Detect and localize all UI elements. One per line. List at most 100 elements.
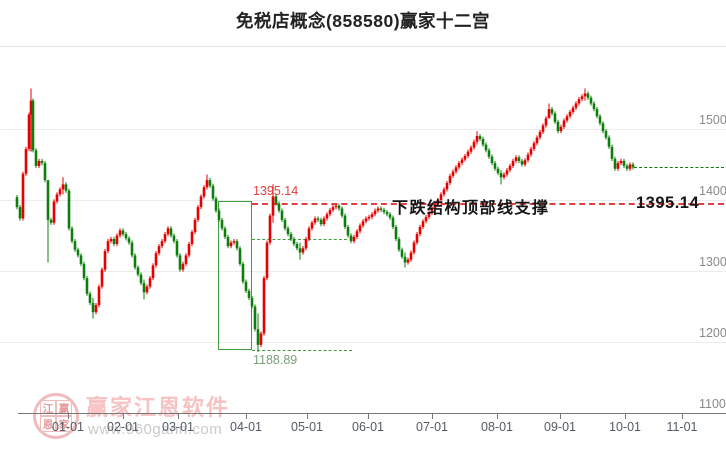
candle-body xyxy=(43,163,47,181)
candle-body xyxy=(613,158,617,169)
x-axis-tick xyxy=(178,413,179,419)
candle-body xyxy=(64,184,68,191)
candle-body xyxy=(337,205,341,209)
candle-body xyxy=(97,286,101,306)
candle-body xyxy=(622,160,626,166)
watermark-url: www.960gann.com xyxy=(88,421,223,438)
candle-body xyxy=(73,241,77,250)
candle-body xyxy=(280,210,284,220)
x-axis-line xyxy=(18,413,726,414)
candle-body xyxy=(460,159,464,164)
candle-body xyxy=(352,236,356,242)
candle-body xyxy=(409,252,413,260)
candle-body xyxy=(514,157,518,161)
candle-body xyxy=(259,333,263,345)
candle-body xyxy=(487,150,491,157)
candle-body xyxy=(553,113,557,122)
candle-body xyxy=(343,215,347,227)
candle-body xyxy=(463,155,467,160)
candle-body xyxy=(445,182,449,190)
candle-body xyxy=(604,131,608,138)
candle-body xyxy=(160,241,164,247)
candle-body xyxy=(70,228,74,242)
candle-body xyxy=(595,109,599,117)
candle-body xyxy=(574,103,578,108)
candle-body xyxy=(112,239,116,245)
candle-body xyxy=(547,109,551,119)
candle-body xyxy=(184,255,188,264)
candle-body xyxy=(15,197,19,208)
candle-body xyxy=(130,242,134,256)
candle-body xyxy=(394,226,398,240)
x-axis-label: 07-01 xyxy=(416,420,448,434)
candle-body xyxy=(340,208,344,216)
candle-body xyxy=(29,100,33,115)
candle-body xyxy=(478,136,482,139)
candle-body xyxy=(145,286,149,293)
candle-body xyxy=(373,210,377,215)
candle-body xyxy=(190,231,194,245)
candle-body xyxy=(472,141,476,148)
candle-body xyxy=(148,278,152,287)
candle-body xyxy=(577,99,581,104)
candle-body xyxy=(76,249,80,256)
y-axis-label: 1400 xyxy=(699,184,726,198)
candle-body xyxy=(406,259,410,263)
candle-body xyxy=(523,160,527,165)
bottom-dashed-line xyxy=(252,349,352,351)
candle-body xyxy=(412,242,416,253)
candle-body xyxy=(85,278,89,294)
x-axis-label: 06-01 xyxy=(352,420,384,434)
candle-body xyxy=(391,217,395,227)
candle-body xyxy=(616,163,620,169)
candle-body xyxy=(349,235,353,242)
gridline xyxy=(0,342,726,343)
candle-body xyxy=(124,234,128,239)
candle-body xyxy=(121,230,125,235)
candle-body xyxy=(139,274,143,284)
seal-char: 江 xyxy=(40,400,56,416)
candle-body xyxy=(169,228,173,236)
x-axis-label: 08-01 xyxy=(481,420,513,434)
candle-body xyxy=(103,251,107,270)
candle-body xyxy=(529,148,533,155)
candle-body xyxy=(580,96,584,100)
last-price-dashed-line xyxy=(634,167,724,169)
candle-body xyxy=(199,196,203,208)
candle-body xyxy=(157,246,161,254)
candle-body xyxy=(304,239,308,249)
y-axis-label: 1300 xyxy=(699,255,726,269)
candle-body xyxy=(400,249,404,257)
gridline xyxy=(0,200,726,201)
candle-body xyxy=(493,163,497,169)
candle-body xyxy=(172,235,176,242)
gann-box xyxy=(218,200,252,350)
plot-top-border xyxy=(0,46,726,47)
chart-title: 免税店概念(858580)赢家十二宫 xyxy=(235,11,491,31)
candle-body xyxy=(484,144,488,151)
candle-body xyxy=(346,226,350,236)
candle-body xyxy=(379,208,383,210)
candle-body xyxy=(466,151,470,156)
x-axis-label: 05-01 xyxy=(291,420,323,434)
candle-body xyxy=(451,171,455,176)
candle-body xyxy=(91,302,95,313)
y-axis-label: 1200 xyxy=(699,326,726,340)
candle-body xyxy=(208,180,212,186)
watermark-seal-logo: 江赢恩家 xyxy=(33,393,79,439)
candle-body xyxy=(292,239,296,245)
peak-price-label: 1395.14 xyxy=(253,184,299,199)
candle-body xyxy=(196,207,200,220)
candle-body xyxy=(205,180,209,188)
candle-body xyxy=(286,228,290,235)
candle-body xyxy=(469,147,473,152)
candle-body xyxy=(598,116,602,124)
candle-body xyxy=(511,160,515,166)
candle-body xyxy=(418,226,422,235)
candle-body xyxy=(592,103,596,110)
candle-body xyxy=(313,218,317,223)
x-axis-label: 03-01 xyxy=(162,420,194,434)
candle-body xyxy=(535,137,539,144)
bottom-price-label: 1188.89 xyxy=(253,352,298,367)
